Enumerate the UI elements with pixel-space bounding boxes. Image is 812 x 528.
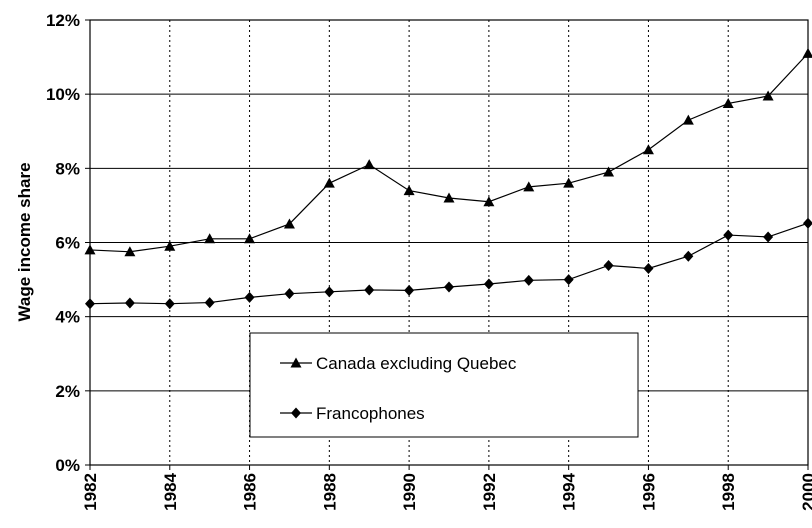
marker bbox=[290, 357, 302, 368]
marker bbox=[443, 192, 455, 203]
x-tick-label: 1982 bbox=[81, 473, 100, 511]
marker bbox=[124, 297, 135, 309]
marker bbox=[363, 159, 375, 170]
marker bbox=[722, 97, 734, 108]
marker bbox=[803, 217, 812, 229]
marker bbox=[483, 278, 494, 290]
marker bbox=[682, 114, 694, 125]
x-tick-label: 1992 bbox=[480, 473, 499, 511]
marker bbox=[164, 298, 175, 310]
marker bbox=[244, 233, 256, 244]
marker bbox=[642, 144, 654, 155]
y-tick-label: 6% bbox=[55, 234, 80, 253]
marker bbox=[603, 259, 614, 271]
marker bbox=[244, 291, 255, 303]
marker bbox=[404, 284, 415, 296]
y-tick-label: 10% bbox=[46, 85, 80, 104]
legend-label: Francophones bbox=[316, 404, 425, 423]
legend-label: Canada excluding Quebec bbox=[316, 354, 517, 373]
marker bbox=[283, 218, 295, 229]
x-tick-label: 1986 bbox=[241, 473, 260, 511]
marker bbox=[563, 274, 574, 286]
marker bbox=[763, 231, 774, 243]
marker bbox=[523, 181, 535, 192]
y-axis-label: Wage income share bbox=[15, 162, 34, 321]
marker bbox=[683, 250, 694, 262]
marker bbox=[323, 177, 335, 188]
marker bbox=[364, 284, 375, 296]
x-tick-label: 1984 bbox=[161, 472, 180, 510]
plot-frame bbox=[89, 19, 809, 466]
series-line bbox=[89, 52, 809, 253]
x-tick-label: 2000 bbox=[799, 473, 812, 511]
legend: Canada excluding Quebec Francophones bbox=[249, 332, 639, 438]
marker bbox=[284, 288, 295, 300]
marker bbox=[204, 297, 215, 309]
x-tick-label: 1990 bbox=[400, 473, 419, 511]
marker bbox=[643, 262, 654, 274]
marker bbox=[324, 286, 335, 298]
marker bbox=[204, 233, 216, 244]
marker bbox=[523, 274, 534, 286]
marker bbox=[603, 166, 615, 177]
x-tick-label: 1994 bbox=[560, 472, 579, 510]
marker bbox=[291, 407, 301, 419]
marker bbox=[124, 246, 136, 257]
marker bbox=[483, 196, 495, 207]
marker bbox=[762, 90, 774, 101]
y-tick-label: 8% bbox=[55, 159, 80, 178]
marker bbox=[403, 185, 415, 196]
marker bbox=[444, 281, 454, 293]
y-tick-label: 4% bbox=[55, 308, 80, 327]
marker bbox=[563, 177, 575, 188]
x-tick-label: 1996 bbox=[639, 473, 658, 511]
marker bbox=[84, 244, 96, 255]
marker bbox=[802, 47, 812, 58]
y-tick-label: 2% bbox=[55, 382, 80, 401]
y-tick-label: 12% bbox=[46, 11, 80, 30]
y-tick-label: 0% bbox=[55, 456, 80, 475]
marker bbox=[723, 229, 734, 241]
x-tick-label: 1988 bbox=[320, 473, 339, 511]
x-tick-label: 1998 bbox=[719, 473, 738, 511]
marker bbox=[164, 240, 176, 251]
legend-box bbox=[249, 332, 639, 438]
marker bbox=[85, 298, 95, 310]
